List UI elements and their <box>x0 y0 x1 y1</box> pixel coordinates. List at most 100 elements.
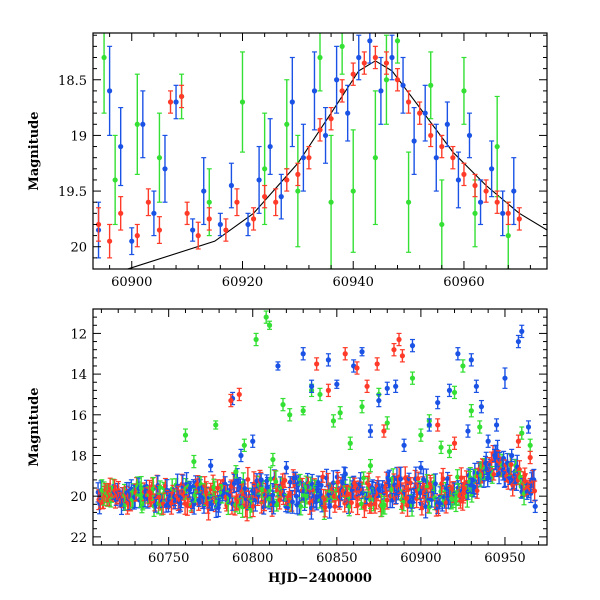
blue-point <box>334 45 340 114</box>
blue-point-marker <box>376 397 382 404</box>
red-point-marker <box>435 422 441 428</box>
red-point-marker <box>417 110 423 116</box>
baseline-point-marker <box>491 471 497 477</box>
plot-area <box>95 310 538 522</box>
baseline-point <box>287 476 293 489</box>
blue-point <box>118 106 124 187</box>
red-point-marker <box>284 177 290 183</box>
blue-point <box>275 361 281 371</box>
blue-point <box>446 383 453 398</box>
red-point <box>394 68 401 92</box>
red-point-marker <box>374 361 380 367</box>
x-tick-label: 60900 <box>400 551 441 566</box>
blue-point <box>359 347 365 357</box>
red-point-marker <box>273 199 279 205</box>
baseline-point-marker <box>245 477 251 482</box>
blue-point-marker <box>422 110 428 116</box>
green-point <box>383 34 390 125</box>
blue-point-marker <box>228 182 235 189</box>
blue-point-marker <box>196 497 202 503</box>
red-point-marker <box>451 440 458 446</box>
green-point-marker <box>350 188 356 194</box>
baseline-point-marker <box>150 486 156 492</box>
y-tick-label: 22 <box>70 531 87 546</box>
blue-point-marker <box>477 199 484 205</box>
baseline-point-marker <box>508 462 514 468</box>
blue-point <box>465 424 471 438</box>
blue-point <box>493 418 500 432</box>
red-point <box>306 145 312 170</box>
y-tick-label: 16 <box>70 409 87 424</box>
blue-point <box>509 448 515 463</box>
red-point-marker <box>494 199 500 205</box>
baseline-point-marker <box>231 481 237 486</box>
green-point <box>446 444 453 459</box>
green-point <box>519 426 525 440</box>
blue-point <box>250 434 256 448</box>
red-point-marker <box>383 60 390 66</box>
red-point <box>450 145 456 170</box>
green-point-marker <box>270 456 276 463</box>
red-point-marker <box>505 210 511 216</box>
green-point-marker <box>384 420 390 426</box>
red-point <box>234 188 240 217</box>
green-point-marker <box>451 389 458 396</box>
green-point-marker <box>359 404 365 410</box>
red-point <box>461 162 467 187</box>
baseline-point <box>454 469 460 485</box>
baseline-point-marker <box>282 477 288 483</box>
blue-point-marker <box>129 238 135 244</box>
blue-point-marker <box>389 54 395 61</box>
green-point-marker <box>477 424 483 430</box>
baseline-point-marker <box>433 481 438 487</box>
blue-point <box>300 123 306 192</box>
red-point-marker <box>515 438 522 444</box>
red-point-marker <box>184 210 190 216</box>
red-point-marker <box>223 227 229 233</box>
green-point-marker <box>239 99 246 105</box>
green-point <box>317 33 323 92</box>
baseline-point-marker <box>346 504 352 510</box>
baseline-point-marker <box>532 488 538 494</box>
red-point <box>364 379 370 394</box>
x-axis-label: HJD−2400000 <box>268 571 372 586</box>
blue-point-marker <box>345 110 351 116</box>
blue-point <box>389 34 395 81</box>
baseline-point-marker <box>315 479 321 485</box>
red-point-marker <box>167 99 174 105</box>
green-point <box>394 33 401 64</box>
blue-point <box>466 112 473 159</box>
green-point-marker <box>438 444 444 450</box>
baseline-point-marker <box>304 493 310 499</box>
blue-point <box>376 393 382 408</box>
red-point-marker <box>134 233 140 239</box>
blue-point <box>325 353 332 367</box>
green-point <box>266 320 273 330</box>
blue-point-marker <box>455 177 462 183</box>
red-point <box>228 393 234 408</box>
green-point-marker <box>337 410 343 416</box>
green-point-marker <box>383 77 390 83</box>
baseline-point <box>315 475 321 490</box>
red-point-marker <box>391 347 397 353</box>
baseline-point-marker <box>405 503 410 509</box>
blue-point <box>201 157 207 226</box>
blue-point <box>283 460 289 475</box>
y-tick-label: 18 <box>70 449 87 464</box>
x-tick-label: 60900 <box>111 275 152 290</box>
green-point-marker <box>295 188 301 194</box>
baseline-point-marker <box>322 505 328 510</box>
blue-point <box>473 379 479 394</box>
blue-point-marker <box>308 383 315 389</box>
blue-point <box>162 134 168 203</box>
red-point-marker <box>461 171 467 177</box>
green-point-marker <box>263 314 269 320</box>
blue-point <box>107 45 113 137</box>
x-tick-label: 60950 <box>484 551 525 566</box>
green-point <box>527 438 533 453</box>
green-point-marker <box>262 166 268 172</box>
green-point-marker <box>101 54 107 61</box>
red-point <box>381 424 387 438</box>
baseline-point-marker <box>507 475 513 481</box>
red-point-marker <box>262 194 268 200</box>
